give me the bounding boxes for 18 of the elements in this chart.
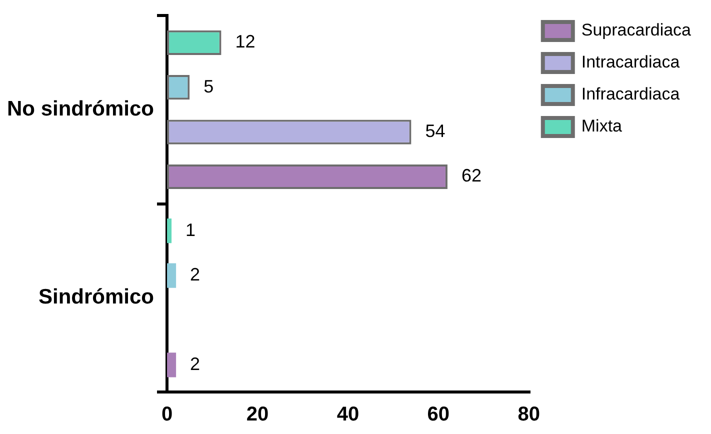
x-tick-label: 20	[246, 404, 269, 426]
y-tick-label: Sindrómico	[38, 286, 154, 309]
legend-label: Supracardiaca	[581, 20, 692, 40]
data-label: 62	[461, 166, 482, 186]
data-label: 2	[190, 264, 200, 285]
legend-label: Mixta	[581, 116, 623, 136]
data-label: 54	[425, 121, 446, 142]
data-label: 5	[204, 76, 214, 96]
x-tick-label: 60	[427, 404, 450, 426]
data-label: 12	[235, 32, 256, 52]
legend-label: Infracardiaca	[581, 84, 680, 104]
x-tick-label: 0	[161, 404, 173, 426]
data-label: 1	[186, 220, 196, 240]
data-label: 2	[190, 354, 200, 374]
x-tick-label: 80	[518, 404, 540, 426]
y-tick-label: No sindrómico	[6, 97, 154, 120]
legend-label: Intracardiaca	[581, 52, 680, 72]
x-tick-label: 40	[336, 404, 360, 426]
